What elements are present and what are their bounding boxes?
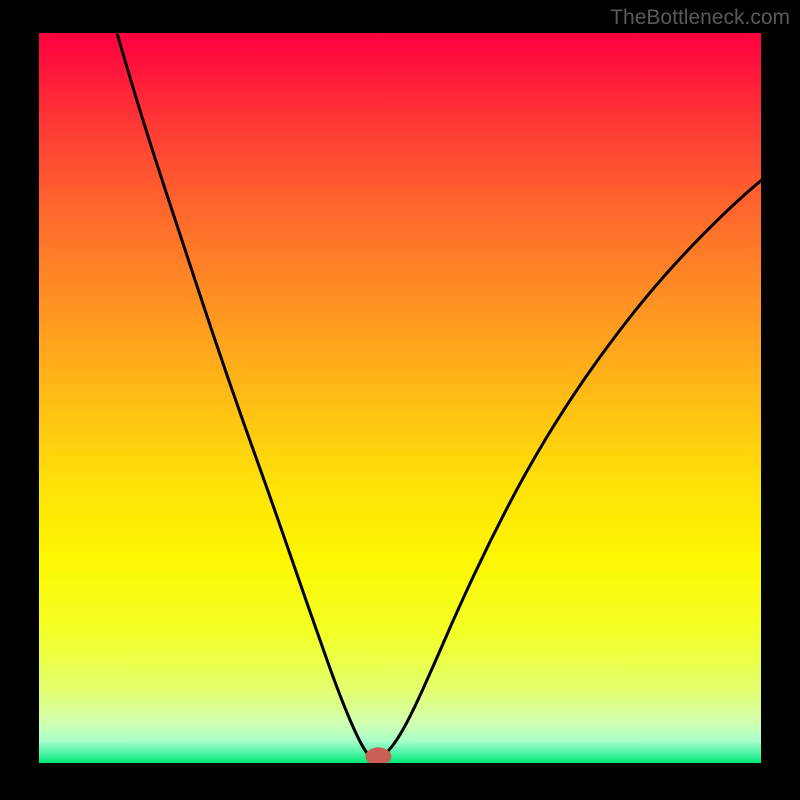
- watermark-text: TheBottleneck.com: [610, 6, 790, 30]
- chart-plot-area: [39, 33, 761, 763]
- bottleneck-curve: [39, 33, 761, 763]
